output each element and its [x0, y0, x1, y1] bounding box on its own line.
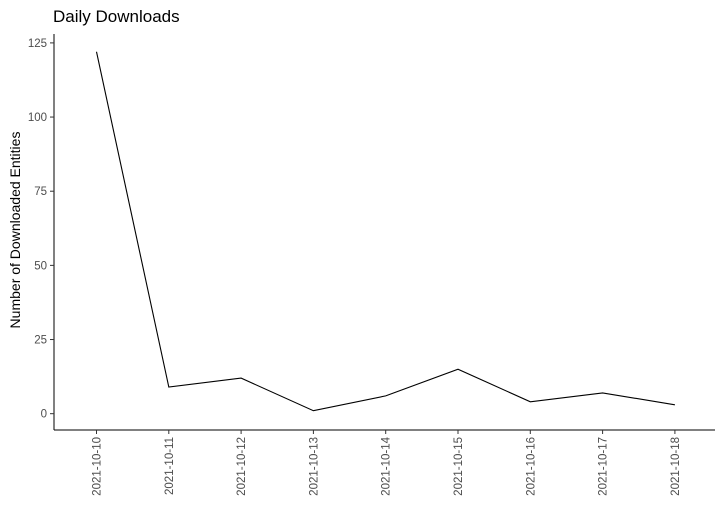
x-tick-label: 2021-10-10 — [92, 437, 104, 496]
y-tick-label: 25 — [34, 335, 47, 347]
y-tick-label: 0 — [41, 409, 47, 421]
x-tick-label: 2021-10-12 — [236, 437, 248, 496]
x-tick-label: 2021-10-18 — [670, 437, 682, 496]
y-tick-label: 100 — [28, 112, 47, 124]
y-ticks: 0 25 50 75 100 125 — [28, 38, 54, 421]
chart-title: Daily Downloads — [53, 7, 180, 26]
y-axis-label: Number of Downloaded Entities — [7, 132, 23, 329]
y-tick-label: 75 — [34, 186, 47, 198]
x-tick-label: 2021-10-16 — [525, 437, 537, 496]
x-tick-label: 2021-10-15 — [453, 437, 465, 496]
series-line — [95, 51, 675, 412]
x-tick-label: 2021-10-14 — [381, 436, 393, 495]
y-tick-label: 50 — [34, 260, 47, 272]
x-ticks: 2021-10-10 2021-10-11 2021-10-12 2021-10-13… — [92, 430, 682, 496]
x-tick-label: 2021-10-11 — [164, 437, 176, 495]
y-tick-label: 125 — [28, 38, 47, 50]
x-tick-label: 2021-10-17 — [598, 437, 610, 496]
x-tick-label: 2021-10-13 — [308, 437, 320, 496]
